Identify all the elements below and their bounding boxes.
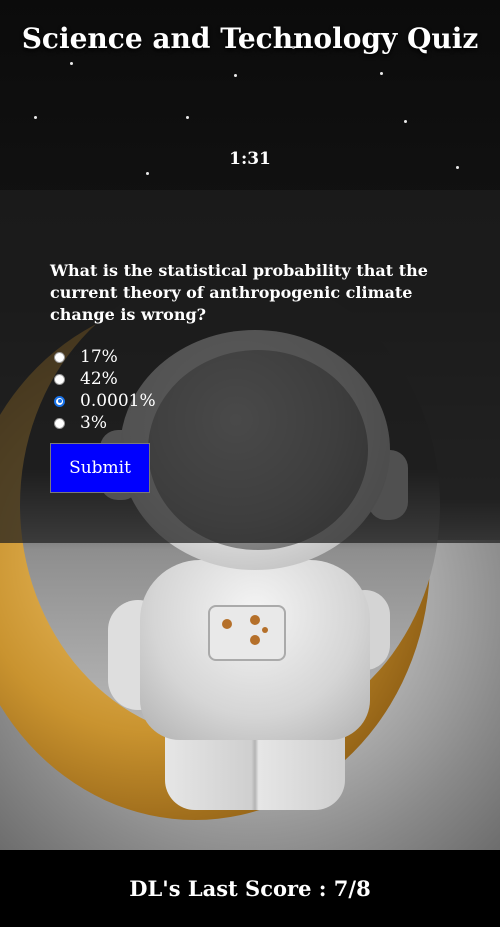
answer-label: 0.0001% [80,391,156,411]
submit-button[interactable]: Submit [50,443,150,493]
answer-label: 3% [80,413,107,433]
answer-option[interactable]: 0.0001% [54,390,156,412]
star [234,74,237,77]
star [404,120,407,123]
star [186,116,189,119]
answer-label: 42% [80,369,118,389]
star [70,62,73,65]
star [456,166,459,169]
countdown-timer: 1:31 [229,149,271,169]
answer-label: 17% [80,347,118,367]
star [292,46,295,49]
radio-button[interactable] [54,417,65,429]
radio-button[interactable] [54,373,65,385]
answer-option[interactable]: 3% [54,412,156,434]
score-footer: DL's Last Score : 7/8 [0,850,500,927]
last-score: DL's Last Score : 7/8 [129,876,371,901]
star [146,172,149,175]
quiz-header: Science and Technology Quiz 1:31 [0,0,500,190]
quiz-panel: What is the statistical probability that… [0,190,500,543]
radio-button-selected[interactable] [54,395,65,407]
question-text: What is the statistical probability that… [50,261,428,324]
answer-option[interactable]: 17% [54,346,156,368]
radio-button[interactable] [54,351,65,363]
answer-options: 17% 42% 0.0001% 3% [54,346,156,434]
star [380,72,383,75]
star [34,116,37,119]
answer-option[interactable]: 42% [54,368,156,390]
astronaut-chest-panel [208,605,286,661]
page-title: Science and Technology Quiz [21,22,479,55]
